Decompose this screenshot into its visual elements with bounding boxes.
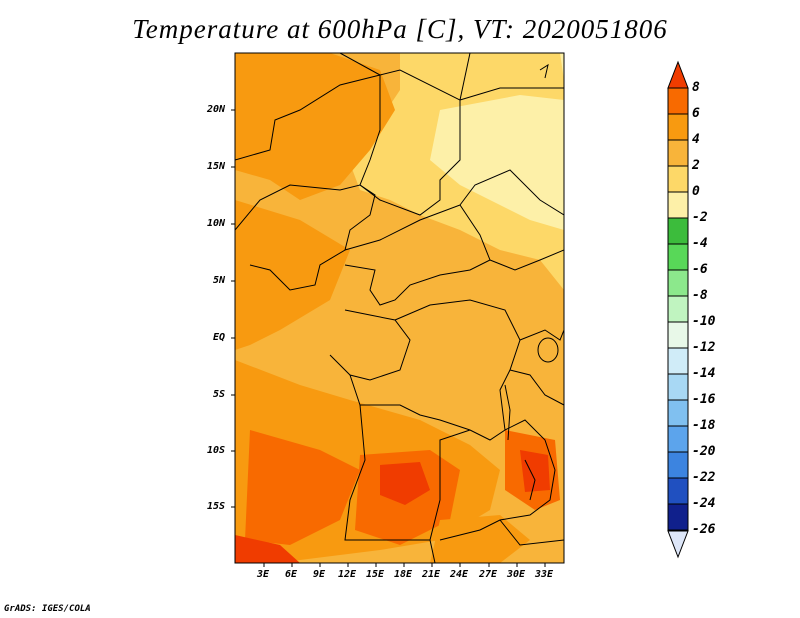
y-label-20n: 20N: [207, 104, 226, 115]
y-axis-ticks: [231, 109, 235, 508]
colorbar-box: [667, 87, 689, 115]
colorbar-box: [667, 425, 689, 453]
border-angola: [344, 404, 471, 541]
colorbar-label: -6: [692, 262, 708, 277]
colorbar-box: [667, 373, 689, 401]
colorbar-boxes: [667, 87, 689, 531]
map-frame: [234, 52, 565, 564]
border-sudan: [459, 169, 564, 216]
colorbar-top-triangle: [667, 60, 689, 89]
x-label-33e: 33E: [535, 569, 554, 580]
field-six-to-eight-core: [380, 462, 430, 505]
colorbar-label: -26: [692, 522, 716, 537]
colorbar-box: [667, 295, 689, 323]
colorbar-bottom-triangle: [667, 530, 689, 559]
colorbar-label: -8: [692, 288, 708, 303]
colorbar-label: -4: [692, 236, 708, 251]
temperature-field: [235, 53, 564, 563]
border-congo: [329, 309, 411, 381]
colorbar-label: -22: [692, 470, 716, 485]
border-uganda: [519, 329, 564, 341]
lake-victoria: [537, 337, 559, 363]
colorbar-label: 2: [692, 158, 700, 173]
colorbar-box: [667, 113, 689, 141]
border-west-africa: [235, 184, 376, 291]
x-label-3e: 3E: [257, 569, 270, 580]
y-label-15s: 15S: [207, 501, 226, 512]
field-cold-corner: [560, 53, 564, 80]
colorbar-label: 6: [692, 106, 700, 121]
border-south-sudan: [489, 249, 564, 271]
y-label-10n: 10N: [207, 218, 226, 229]
border-tanzania: [509, 369, 564, 406]
x-label-18e: 18E: [394, 569, 413, 580]
country-borders: [235, 53, 564, 563]
colorbar-box: [667, 503, 689, 531]
x-label-24e: 24E: [450, 569, 469, 580]
y-label-15n: 15N: [207, 161, 226, 172]
x-label-21e: 21E: [422, 569, 441, 580]
x-label-12e: 12E: [338, 569, 357, 580]
x-label-27e: 27E: [479, 569, 498, 580]
y-label-10s: 10S: [207, 445, 226, 456]
colorbar-box: [667, 243, 689, 271]
colorbar-box: [667, 321, 689, 349]
colorbar-box: [667, 399, 689, 427]
grads-credit: GrADS: IGES/COLA: [4, 604, 91, 614]
border-north-2: [459, 53, 471, 101]
colorbar-label: 4: [692, 132, 700, 147]
colorbar-box: [667, 451, 689, 479]
lake-malawi: [524, 459, 536, 501]
border-north-1: [339, 53, 381, 76]
colorbar-label: -20: [692, 444, 716, 459]
colorbar-label: -18: [692, 418, 716, 433]
colorbar-label: -14: [692, 366, 716, 381]
colorbar-box: [667, 217, 689, 245]
y-label-5s: 5S: [213, 389, 226, 400]
border-car: [344, 204, 491, 306]
coast-red-sea: [539, 63, 549, 79]
field-four-to-six-sw: [245, 430, 360, 545]
colorbar-box: [667, 477, 689, 505]
colorbar-label: 0: [692, 184, 700, 199]
field-two-to-four-west: [235, 200, 350, 350]
colorbar-label: 8: [692, 80, 700, 95]
field-six-to-eight-east: [520, 450, 550, 492]
chart-title: Temperature at 600hPa [C], VT: 202005180…: [132, 14, 668, 44]
border-zambia: [439, 419, 556, 541]
colorbar-box: [667, 139, 689, 167]
field-minus-two-to-zero: [430, 95, 564, 230]
y-label-5n: 5N: [213, 275, 226, 286]
lake-tanganyika: [504, 384, 511, 441]
border-sahel: [235, 69, 461, 216]
colorbar-box: [667, 347, 689, 375]
colorbar-box: [667, 269, 689, 297]
colorbar-label: -2: [692, 210, 708, 225]
colorbar-box: [667, 191, 689, 219]
colorbar-label: -24: [692, 496, 716, 511]
colorbar-label: -10: [692, 314, 716, 329]
y-label-eq: EQ: [213, 332, 226, 343]
colorbar-label: -12: [692, 340, 716, 355]
border-north-3: [459, 87, 564, 101]
colorbar-label: -16: [692, 392, 716, 407]
border-namibia: [429, 539, 436, 563]
x-label-15e: 15E: [366, 569, 385, 580]
field-six-to-eight-sw: [235, 535, 300, 563]
x-label-6e: 6E: [285, 569, 298, 580]
x-axis-ticks: [263, 563, 546, 567]
colorbar: [667, 60, 689, 559]
field-two-to-four-north: [235, 53, 395, 200]
colorbar-box: [667, 165, 689, 193]
border-zimbabwe: [499, 519, 564, 546]
x-label-30e: 30E: [507, 569, 526, 580]
x-label-9e: 9E: [313, 569, 326, 580]
